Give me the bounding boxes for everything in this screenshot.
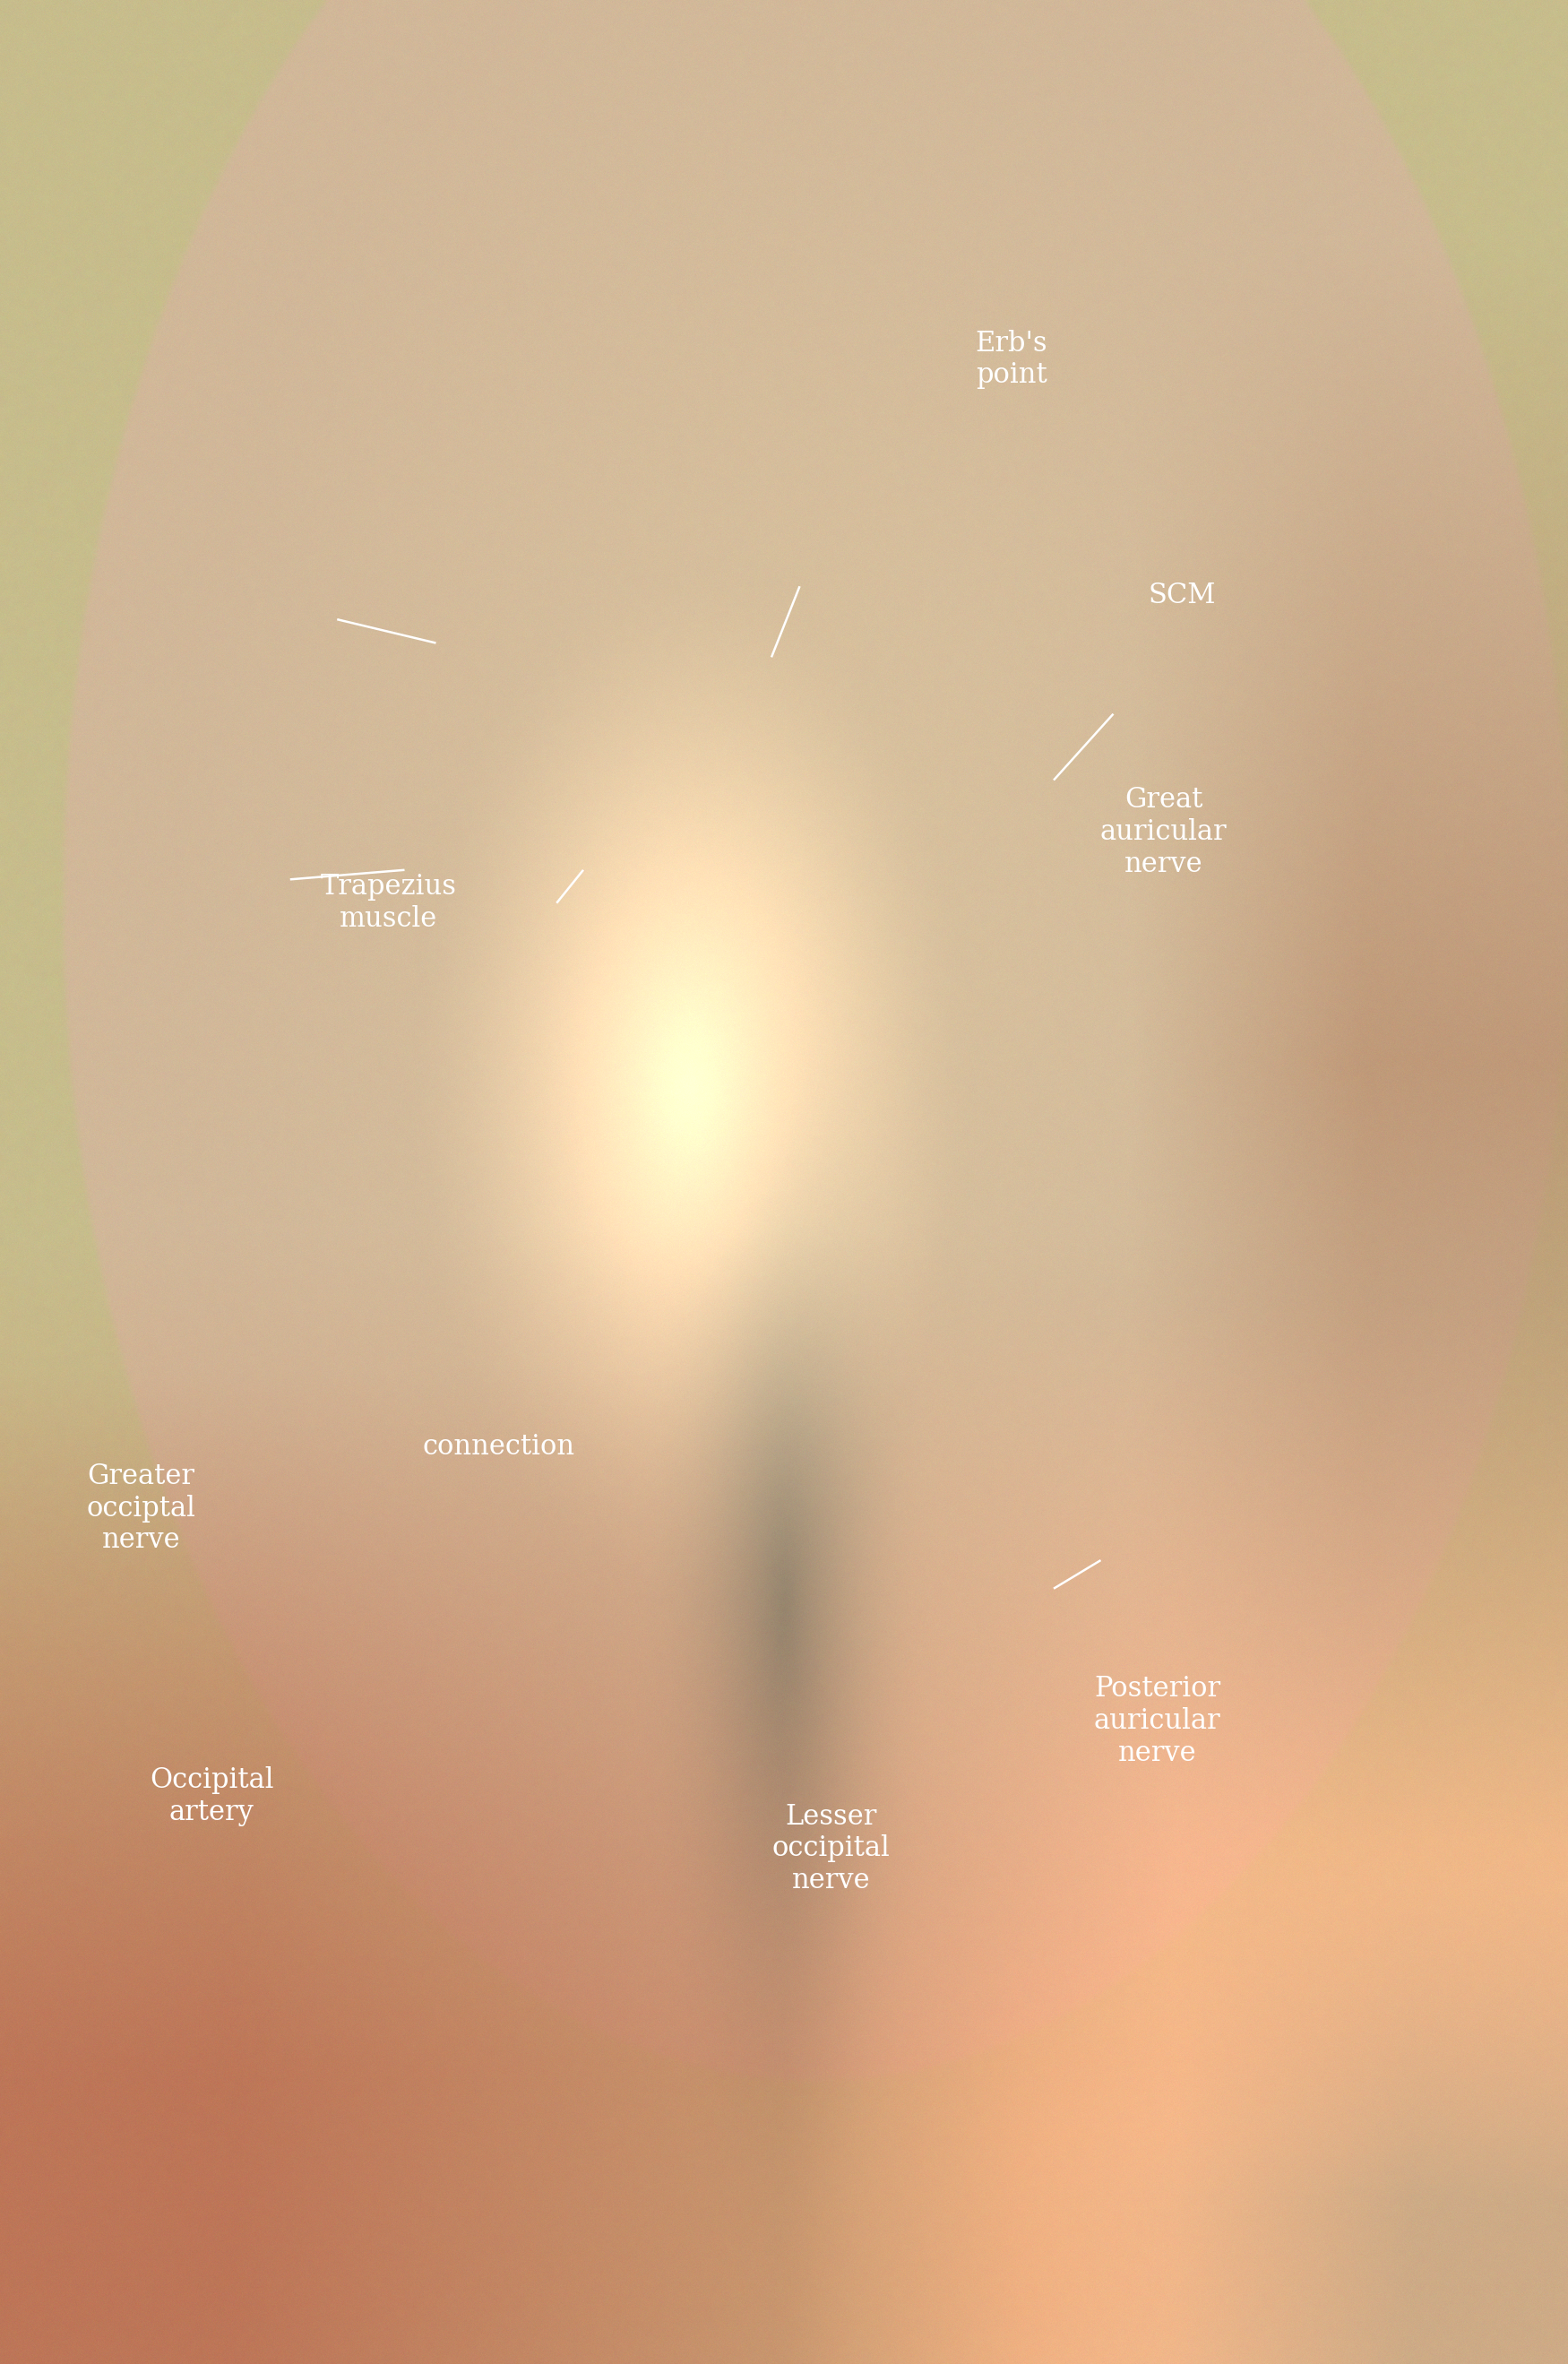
Text: connection: connection [422,1433,575,1461]
Text: Trapezius
muscle: Trapezius muscle [321,872,456,934]
Text: Posterior
auricular
nerve: Posterior auricular nerve [1094,1676,1220,1766]
Text: Greater
occiptal
nerve: Greater occiptal nerve [86,1463,196,1553]
Text: Erb's
point: Erb's point [975,329,1047,390]
Text: Occipital
artery: Occipital artery [149,1766,274,1827]
Text: SCM: SCM [1148,582,1215,610]
Text: Lesser
occipital
nerve: Lesser occipital nerve [771,1804,891,1894]
Text: Great
auricular
nerve: Great auricular nerve [1101,787,1226,877]
